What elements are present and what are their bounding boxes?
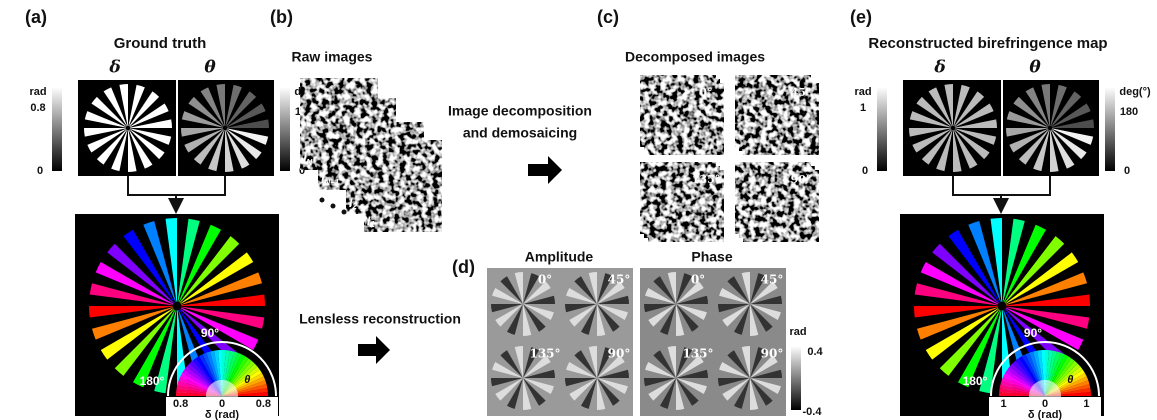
label: δ (rad) xyxy=(205,409,240,420)
colorbar xyxy=(877,87,887,171)
label: Amplitude xyxy=(525,249,594,265)
connector xyxy=(128,176,225,210)
frame-sub: N xyxy=(306,158,312,167)
label: 180° xyxy=(140,374,165,388)
connector xyxy=(953,176,1050,210)
label: 0 xyxy=(1124,165,1130,177)
dot xyxy=(342,210,347,215)
label: Reconstructed birefringence map xyxy=(868,35,1107,52)
label: 0.4 xyxy=(807,346,823,358)
label: δ xyxy=(933,58,945,78)
arrow xyxy=(358,336,390,364)
label: θ xyxy=(244,374,250,386)
dot xyxy=(320,198,325,203)
label: 90° xyxy=(201,326,219,340)
label: 45° xyxy=(761,273,784,287)
label: 180 xyxy=(1120,106,1138,118)
frame-sub: 2 xyxy=(351,202,357,211)
label: 0° xyxy=(286,374,298,388)
label: 135° xyxy=(529,347,560,361)
label: (a) xyxy=(25,7,47,27)
label: rad xyxy=(29,86,46,98)
frame-sub: 1 xyxy=(370,220,375,229)
label: δ xyxy=(108,58,120,78)
colorbar xyxy=(791,346,801,410)
label: θ xyxy=(1067,374,1073,386)
label: θ xyxy=(204,58,216,78)
label: (e) xyxy=(850,7,872,27)
label: 1 xyxy=(860,102,866,114)
label: 90° xyxy=(761,347,784,361)
label: 45° xyxy=(791,86,812,99)
label: 0 xyxy=(37,165,43,177)
label: 135° xyxy=(692,173,720,186)
label: δ (rad) xyxy=(1028,409,1063,420)
label: rad xyxy=(854,86,871,98)
label: 90° xyxy=(1024,326,1042,340)
label: -0.4 xyxy=(803,406,823,418)
label: Phase xyxy=(691,249,732,265)
colorbar xyxy=(280,87,290,171)
label: 135° xyxy=(682,347,713,361)
dot xyxy=(331,204,336,209)
label: deg(°) xyxy=(1119,86,1151,98)
label: 0° xyxy=(699,86,712,99)
label: 0° xyxy=(538,273,552,287)
label: 0 xyxy=(862,165,868,177)
label: 0.8 xyxy=(173,398,188,410)
speckle xyxy=(364,140,442,232)
label: 90° xyxy=(791,173,812,186)
label: 45° xyxy=(608,273,631,287)
label: 0° xyxy=(691,273,705,287)
label: 1 xyxy=(1001,398,1007,410)
label: (b) xyxy=(270,7,293,27)
label: (d) xyxy=(452,257,475,277)
label: 0.8 xyxy=(256,398,271,410)
label: 1 xyxy=(1083,398,1089,410)
label: Image decomposition xyxy=(448,103,592,119)
label: (c) xyxy=(597,7,619,27)
label: 0° xyxy=(1109,374,1121,388)
label: and demosaicing xyxy=(463,125,577,141)
label: Decomposed images xyxy=(625,49,765,65)
label: Lensless reconstruction xyxy=(299,311,461,327)
label: rad xyxy=(789,326,806,338)
label: Raw images xyxy=(292,49,373,65)
label: 90° xyxy=(608,347,631,361)
label: 0.8 xyxy=(30,102,45,114)
arrow xyxy=(528,156,562,184)
label: 180° xyxy=(963,374,988,388)
label: Ground truth xyxy=(114,35,206,52)
figure: Ground truth (a) δ θ rad 0.8 0 deg(°) 180 0 90° 180… xyxy=(0,0,1157,420)
colorbar xyxy=(1105,87,1115,171)
colorbar xyxy=(52,87,62,171)
label: θ xyxy=(1029,58,1041,78)
frame-sub: N−1 xyxy=(324,178,339,187)
